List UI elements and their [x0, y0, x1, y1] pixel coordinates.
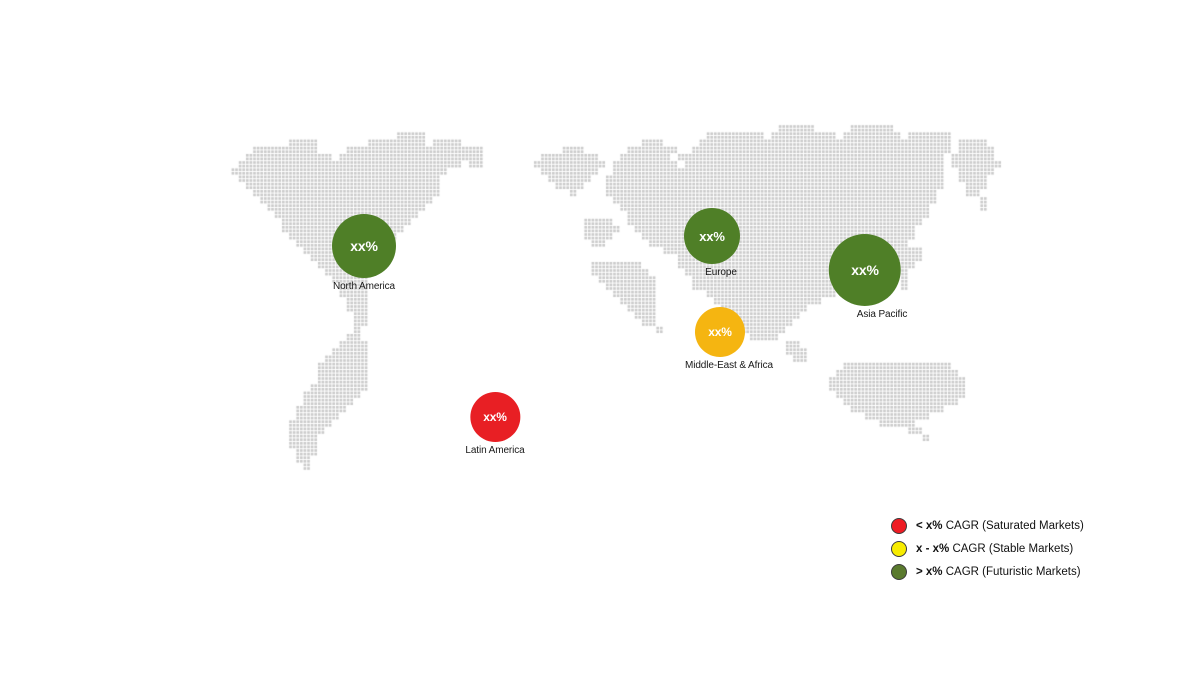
region-value-europe: xx% [684, 208, 740, 264]
region-value-asia-pacific: xx% [829, 234, 901, 306]
region-bubble-asia-pacific[interactable]: xx% Asia Pacific [823, 234, 908, 320]
region-bubble-north-america[interactable]: xx% North America [332, 214, 396, 292]
region-label-asia-pacific: Asia Pacific [856, 309, 908, 320]
legend-threshold-futuristic: > x% [916, 565, 943, 578]
legend-item-futuristic[interactable]: > x% CAGR (Futuristic Markets) [891, 563, 1084, 580]
legend-dot-saturated [891, 517, 907, 534]
region-value-north-america: xx% [332, 214, 396, 278]
legend-description-futuristic: CAGR (Futuristic Markets) [942, 565, 1081, 578]
legend-item-stable[interactable]: x - x% CAGR (Stable Markets) [891, 540, 1084, 557]
region-bubble-middle-east-africa[interactable]: xx% Middle-East & Africa [667, 307, 773, 371]
region-label-middle-east-africa: Middle-East & Africa [684, 360, 774, 371]
region-label-latin-america: Latin America [465, 445, 525, 456]
legend-dot-futuristic [891, 563, 907, 580]
legend-label-futuristic: > x% CAGR (Futuristic Markets) [916, 566, 1081, 578]
legend-item-saturated[interactable]: < x% CAGR (Saturated Markets) [891, 517, 1084, 534]
region-label-north-america: North America [332, 281, 396, 292]
legend-threshold-stable: x - x% [916, 542, 950, 555]
legend-description-saturated: CAGR (Saturated Markets) [942, 519, 1084, 532]
legend-dot-stable [891, 540, 907, 557]
region-label-europe: Europe [705, 267, 737, 278]
legend-label-saturated: < x% CAGR (Saturated Markets) [916, 520, 1084, 532]
region-value-middle-east-africa: xx% [694, 307, 745, 357]
region-bubble-latin-america[interactable]: xx% Latin America [465, 392, 525, 456]
legend-label-stable: x - x% CAGR (Stable Markets) [916, 543, 1073, 555]
legend-description-stable: CAGR (Stable Markets) [949, 542, 1074, 555]
legend: < x% CAGR (Saturated Markets) x - x% CAGR… [891, 517, 1084, 580]
region-bubble-europe[interactable]: xx% Europe [684, 208, 740, 278]
legend-threshold-saturated: < x% [916, 519, 943, 532]
region-value-latin-america: xx% [469, 392, 520, 442]
